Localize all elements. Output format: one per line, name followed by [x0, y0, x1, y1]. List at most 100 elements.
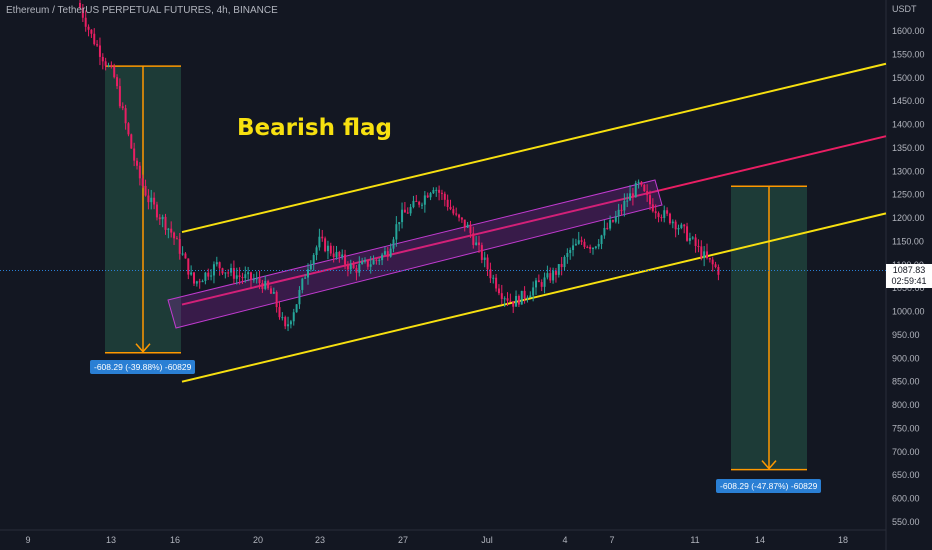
- candle-body: [258, 278, 261, 284]
- price-axis[interactable]: USDT 550.00 600.00 650.00 700.00 750.00 800.0…: [892, 4, 925, 527]
- candle-body: [646, 191, 649, 196]
- bearish-flag-annotation[interactable]: Bearish flag: [237, 115, 392, 141]
- candle-body: [138, 165, 141, 179]
- candle-body: [409, 207, 412, 214]
- price-tick-label: 1350.00: [892, 143, 925, 153]
- candle-body: [321, 236, 324, 239]
- candle-body: [600, 235, 603, 245]
- candle-body: [232, 268, 235, 279]
- candle-body: [671, 221, 674, 224]
- mid-channel-line: [181, 135, 887, 306]
- candle-body: [329, 245, 332, 254]
- candle-body: [335, 251, 338, 258]
- candle-body: [469, 224, 472, 234]
- candle-body: [512, 301, 515, 307]
- candle-body: [190, 272, 193, 275]
- candle-body: [207, 272, 210, 277]
- measure-label-1[interactable]: -608.29 (-39.88%) -60829: [90, 360, 196, 374]
- candle-body: [281, 317, 284, 319]
- candle-body: [104, 61, 107, 66]
- candle-body: [634, 182, 637, 198]
- candle-body: [275, 291, 278, 308]
- candle-body: [486, 257, 489, 270]
- candle-body: [269, 288, 272, 294]
- candle-body: [472, 233, 475, 245]
- candle-body: [255, 278, 258, 280]
- time-tick-label: 9: [25, 535, 30, 545]
- candle-body: [506, 298, 509, 301]
- candle-body: [238, 275, 241, 278]
- candle-body: [463, 219, 466, 228]
- candle-body: [101, 56, 104, 62]
- candle-body: [272, 291, 275, 294]
- measure-label-2[interactable]: -608.29 (-47.87%) -60829: [716, 479, 822, 493]
- candle-layer: [79, 0, 720, 332]
- candle-body: [201, 280, 204, 283]
- candle-body: [532, 287, 535, 296]
- candle-body: [700, 246, 703, 259]
- candle-body: [153, 197, 156, 205]
- candle-body: [637, 181, 640, 183]
- candle-body: [566, 252, 569, 257]
- candle-body: [492, 277, 495, 279]
- candle-body: [284, 317, 287, 327]
- candle-body: [227, 272, 230, 274]
- candle-body: [121, 106, 124, 109]
- candle-body: [680, 224, 683, 228]
- candle-body: [714, 264, 717, 268]
- flag-band: [167, 179, 663, 329]
- time-tick-label: 20: [253, 535, 263, 545]
- candle-body: [668, 213, 671, 224]
- candle-body: [107, 65, 110, 67]
- candle-body: [466, 224, 469, 228]
- last-price-value: 1087.83: [892, 265, 926, 275]
- candle-body: [378, 260, 381, 262]
- candle-body: [304, 277, 307, 279]
- candle-body: [697, 245, 700, 247]
- candle-body: [344, 254, 347, 265]
- price-tick-label: 1000.00: [892, 307, 925, 317]
- time-tick-label: 13: [106, 535, 116, 545]
- measure-layer: [105, 65, 807, 471]
- candle-body: [509, 300, 512, 302]
- candle-body: [651, 204, 654, 212]
- candle-body: [218, 262, 221, 269]
- candle-body: [640, 181, 643, 185]
- candle-body: [594, 246, 597, 249]
- candle-body: [124, 108, 127, 124]
- candle-body: [489, 269, 492, 279]
- candle-body: [398, 222, 401, 225]
- candle-body: [649, 195, 651, 205]
- candle-body: [324, 238, 327, 252]
- candle-body: [626, 200, 629, 202]
- candle-body: [629, 193, 632, 201]
- price-axis-unit: USDT: [892, 4, 917, 14]
- candle-body: [500, 293, 503, 299]
- candle-body: [241, 277, 244, 279]
- candle-body: [93, 33, 96, 45]
- candle-body: [569, 250, 572, 253]
- price-tick-label: 1500.00: [892, 73, 925, 83]
- candle-body: [580, 240, 583, 242]
- price-tick-label: 950.00: [892, 330, 920, 340]
- candle-body: [423, 195, 426, 205]
- candle-body: [458, 214, 461, 218]
- candle-body: [193, 272, 195, 284]
- candle-body: [460, 217, 463, 220]
- candle-body: [438, 189, 441, 193]
- candle-body: [235, 275, 238, 279]
- candle-body: [597, 244, 600, 247]
- upper-channel-line: [181, 62, 887, 234]
- time-axis[interactable]: 9 13 16 20 23 27 Jul 4 7 11 14 18: [25, 535, 848, 545]
- candle-body: [706, 251, 708, 258]
- pattern-layer: [167, 62, 887, 383]
- candle-body: [341, 254, 344, 257]
- candle-body: [79, 2, 81, 8]
- candle-body: [592, 248, 594, 250]
- price-tick-label: 650.00: [892, 470, 920, 480]
- candle-body: [415, 200, 418, 202]
- candle-body: [688, 238, 691, 241]
- candle-body: [252, 279, 255, 281]
- candle-body: [346, 264, 349, 270]
